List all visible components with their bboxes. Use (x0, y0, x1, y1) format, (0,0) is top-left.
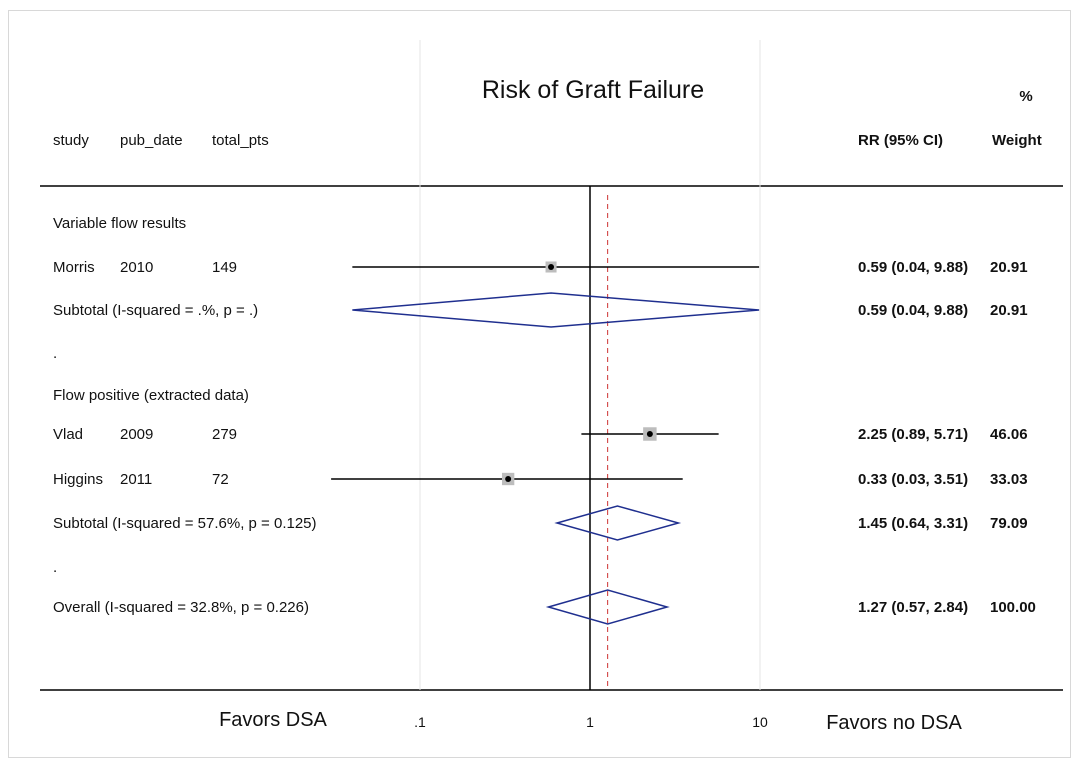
separator-label: . (53, 345, 57, 362)
favors-left-label: Favors DSA (219, 709, 327, 731)
group-label: Variable flow results (53, 215, 186, 232)
estimate-ci: 2.25 (0.89, 5.71) (858, 426, 968, 443)
header-pub-date: pub_date (120, 132, 183, 149)
estimate-ci: 1.27 (0.57, 2.84) (858, 599, 968, 616)
favors-right-label: Favors no DSA (826, 712, 962, 734)
study-total-pts: 149 (212, 259, 237, 276)
row-labels: Variable flow results Morris 2010 149 0.59 (… (53, 215, 1036, 616)
weight-value: 20.91 (990, 302, 1028, 319)
overall-diamond (545, 589, 670, 625)
separator-label: . (53, 559, 57, 576)
estimate-ci: 0.33 (0.03, 3.51) (858, 471, 968, 488)
weight-value: 46.06 (990, 426, 1028, 443)
forest-plot-frame (8, 10, 1071, 758)
study-total-pts: 72 (212, 471, 229, 488)
weight-value: 100.00 (990, 599, 1036, 616)
subtotal-diamond (352, 292, 760, 328)
subtotal-label: Subtotal (I-squared = 57.6%, p = 0.125) (53, 515, 317, 532)
study-name: Vlad (53, 426, 83, 443)
group-label: Flow positive (extracted data) (53, 387, 249, 404)
header-rr-ci: RR (95% CI) (858, 132, 943, 149)
estimate-ci: 0.59 (0.04, 9.88) (858, 259, 968, 276)
study-pub-date: 2010 (120, 259, 153, 276)
tick-label: .1 (414, 714, 426, 730)
tick-label: 10 (752, 714, 768, 730)
point-estimate (505, 476, 512, 482)
study-marks (331, 261, 760, 625)
point-estimate (548, 264, 555, 270)
header-weight-percent: % (1019, 88, 1032, 105)
estimate-ci: 1.45 (0.64, 3.31) (858, 515, 968, 532)
study-pub-date: 2009 (120, 426, 153, 443)
header-total-pts: total_pts (212, 132, 269, 149)
study-name: Higgins (53, 471, 103, 488)
study-pub-date: 2011 (120, 471, 152, 488)
axis-ticks: .1 1 10 (414, 714, 768, 730)
header-study: study (53, 132, 89, 149)
study-total-pts: 279 (212, 426, 237, 443)
overall-label: Overall (I-squared = 32.8%, p = 0.226) (53, 599, 309, 616)
study-name: Morris (53, 259, 95, 276)
point-estimate (646, 431, 653, 437)
chart-title: Risk of Graft Failure (482, 76, 704, 104)
weight-value: 79.09 (990, 515, 1028, 532)
tick-label: 1 (586, 714, 594, 730)
weight-value: 20.91 (990, 259, 1028, 276)
estimate-ci: 0.59 (0.04, 9.88) (858, 302, 968, 319)
weight-value: 33.03 (990, 471, 1028, 488)
subtotal-diamond (554, 505, 682, 541)
reference-lines (589, 186, 609, 690)
grid-lines (419, 40, 761, 690)
subtotal-label: Subtotal (I-squared = .%, p = .) (53, 302, 258, 319)
header-weight: Weight (992, 132, 1042, 149)
